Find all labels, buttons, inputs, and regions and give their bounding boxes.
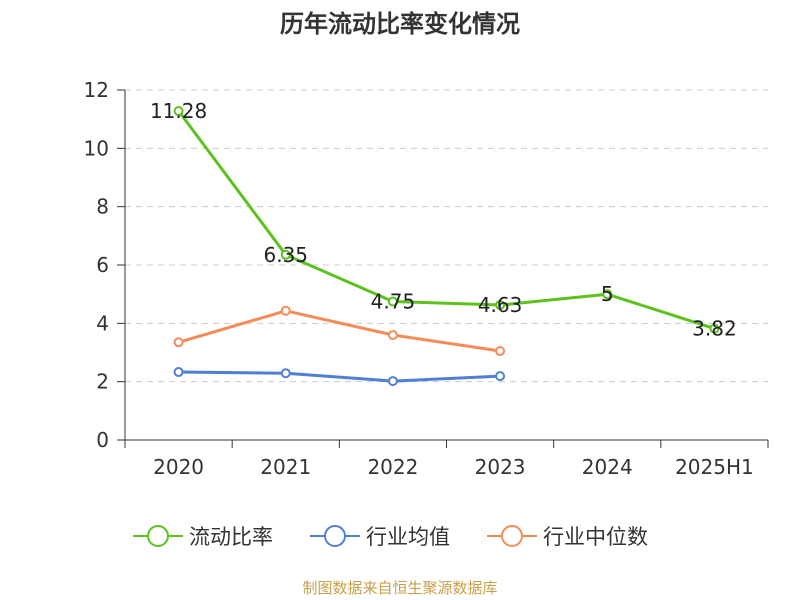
legend-line-circle-icon xyxy=(487,525,537,547)
series-industry_median xyxy=(173,305,506,357)
x-tick-label: 2025H1 xyxy=(675,455,754,479)
legend-line-circle-icon xyxy=(310,525,360,547)
data-point xyxy=(602,289,613,300)
y-tick-label: 6 xyxy=(96,253,109,277)
data-point xyxy=(280,249,291,260)
legend-label: 流动比率 xyxy=(189,525,273,549)
data-label: 4.75 xyxy=(371,289,416,313)
y-tick-label: 8 xyxy=(96,195,109,219)
y-tick-label: 0 xyxy=(96,428,109,452)
data-point xyxy=(495,299,506,310)
x-tick-label: 2020 xyxy=(153,455,204,479)
data-point xyxy=(709,323,720,334)
legend-item-industry-median[interactable]: 行业中位数 xyxy=(487,518,648,554)
y-tick-label: 2 xyxy=(96,370,109,394)
data-label: 4.63 xyxy=(478,293,523,317)
source-note: 制图数据来自恒生聚源数据库 xyxy=(302,579,498,597)
data-point xyxy=(387,296,398,307)
data-label: 11.28 xyxy=(150,99,207,123)
series-industry_mean xyxy=(173,367,506,387)
series-current_ratio xyxy=(173,106,720,334)
series-line xyxy=(178,370,501,383)
line-chart: 0 2 4 6 8 10 12 2020 2021 2022 2023 2024 2025H1 11.28… xyxy=(84,78,769,479)
data-label: 6.35 xyxy=(263,243,308,267)
y-tick-label: 12 xyxy=(84,78,109,102)
data-point xyxy=(387,376,398,387)
data-label: 3.82 xyxy=(692,317,737,341)
legend: 流动比率 行业均值 行业中位数 xyxy=(0,518,800,558)
data-point xyxy=(387,330,398,340)
data-point xyxy=(173,367,184,378)
legend-item-current-ratio[interactable]: 流动比率 xyxy=(133,518,273,554)
x-tick-label: 2021 xyxy=(260,455,311,479)
data-point xyxy=(280,305,291,316)
data-point xyxy=(173,106,184,116)
series-line xyxy=(178,309,501,353)
x-tick-label: 2022 xyxy=(367,455,418,479)
legend-item-industry-mean[interactable]: 行业均值 xyxy=(310,518,450,554)
data-point xyxy=(280,368,291,379)
data-point xyxy=(495,371,506,382)
data-point xyxy=(495,346,506,357)
y-tick-label: 10 xyxy=(84,136,109,160)
series-line xyxy=(177,110,715,331)
legend-label: 行业中位数 xyxy=(543,525,648,549)
x-tick-label: 2023 xyxy=(475,455,526,479)
chart-title: 历年流动比率变化情况 xyxy=(280,10,520,38)
legend-line-circle-icon xyxy=(133,525,183,547)
x-tick-label: 2024 xyxy=(582,455,633,479)
y-tick-label: 4 xyxy=(96,311,109,335)
legend-label: 行业均值 xyxy=(366,525,450,549)
data-point xyxy=(173,337,184,348)
data-label: 5 xyxy=(601,282,614,306)
